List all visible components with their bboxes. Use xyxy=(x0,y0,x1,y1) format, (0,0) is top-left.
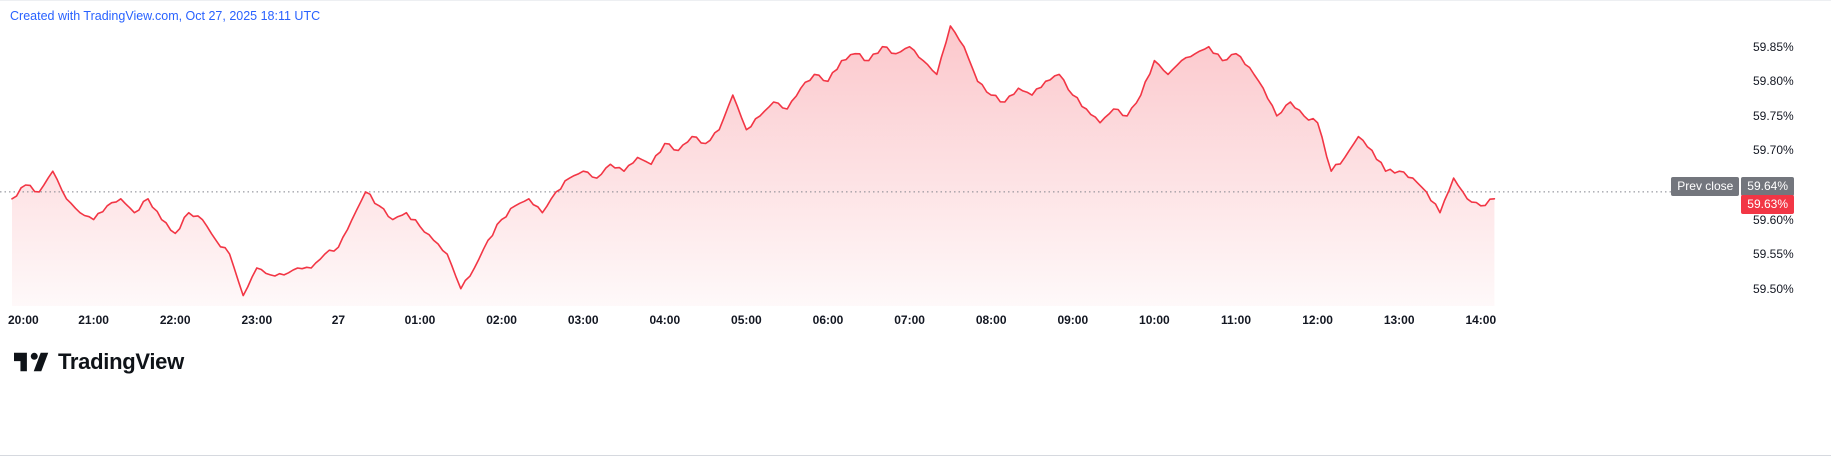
last-price-badge: 59.63% xyxy=(1741,194,1794,214)
price-tick-label: 59.80% xyxy=(1753,74,1794,89)
prev-close-label: Prev close xyxy=(1671,176,1740,196)
price-tick-label: 59.85% xyxy=(1753,39,1794,54)
price-chart[interactable] xyxy=(0,1,1745,333)
bottom-divider xyxy=(0,455,1831,456)
prev-close-badge: Prev close 59.64% xyxy=(1671,176,1794,196)
price-tick-label: 59.55% xyxy=(1753,247,1794,262)
prev-close-value: 59.64% xyxy=(1741,176,1794,196)
attribution-link[interactable]: Created with TradingView.com, Oct 27, 20… xyxy=(10,9,321,23)
price-tick-label: 59.70% xyxy=(1753,143,1794,158)
price-tick-label: 59.75% xyxy=(1753,108,1794,123)
tradingview-logo-text: TradingView xyxy=(58,349,184,374)
tradingview-branding[interactable]: TradingView xyxy=(14,349,184,375)
price-tick-label: 59.50% xyxy=(1753,281,1794,296)
tradingview-logo-icon xyxy=(14,352,49,372)
price-tick-label: 59.60% xyxy=(1753,212,1794,227)
area-chart-svg xyxy=(0,25,1745,306)
